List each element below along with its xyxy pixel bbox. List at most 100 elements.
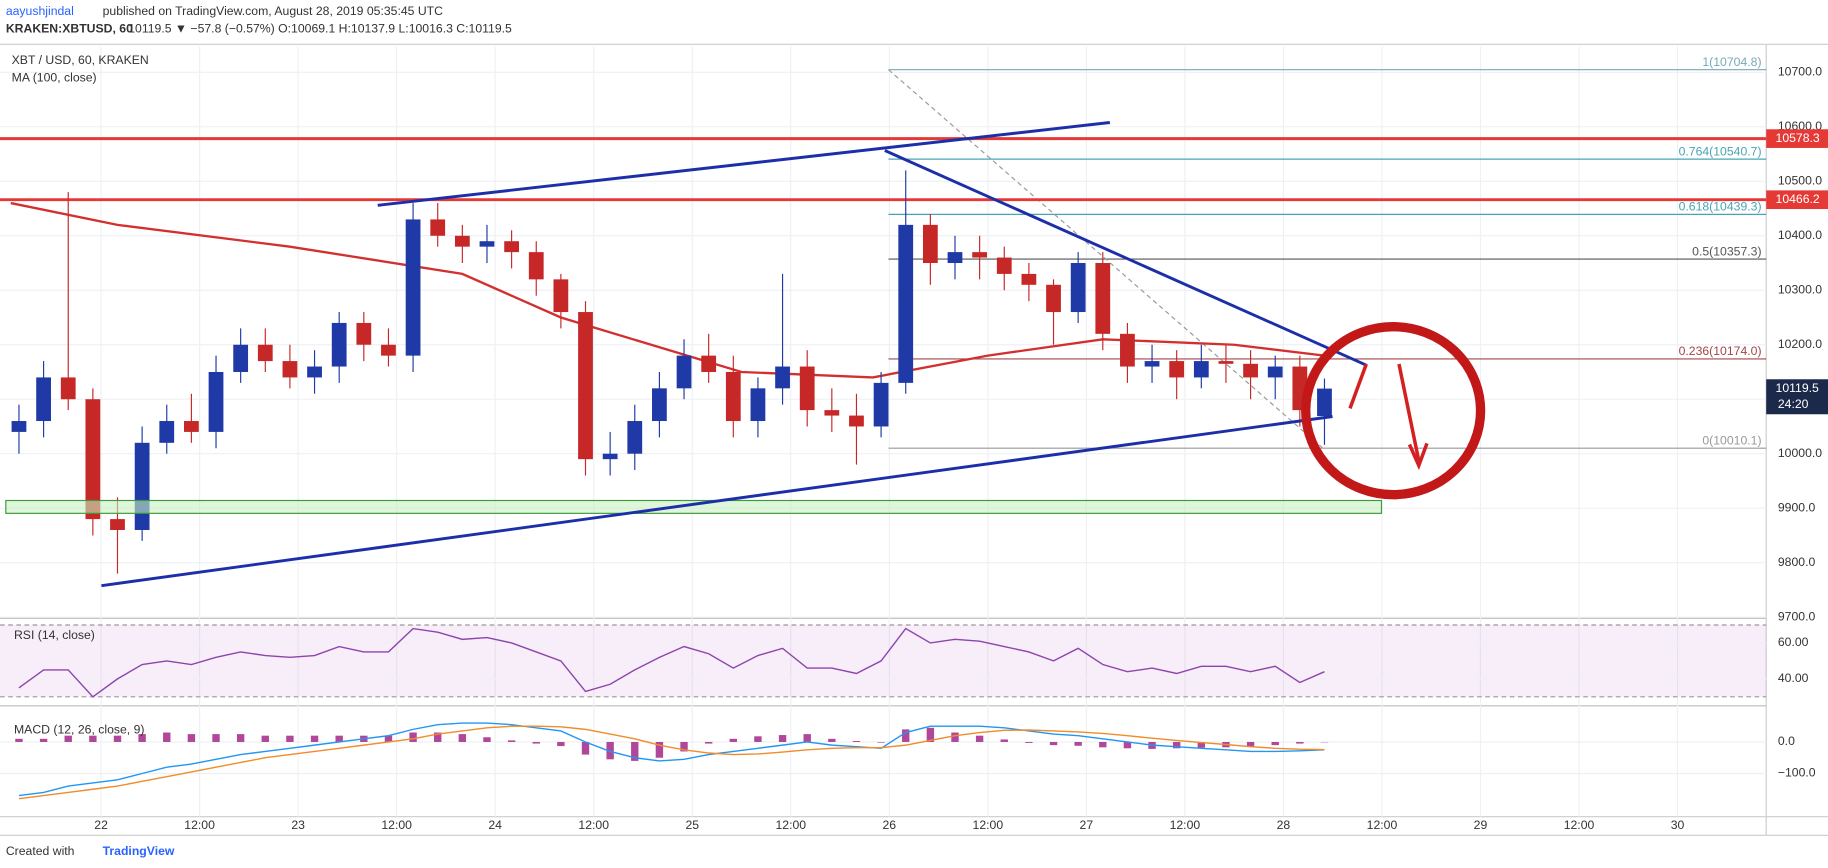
candle-body xyxy=(602,453,618,460)
candle-body xyxy=(11,421,27,432)
macd-histogram xyxy=(434,732,442,742)
x-tick-label: 25 xyxy=(685,818,699,832)
candle-body xyxy=(947,252,963,264)
rsi-band xyxy=(0,624,1767,697)
macd-histogram xyxy=(212,734,220,742)
y-tick-label: 10400.0 xyxy=(1778,228,1822,242)
macd-histogram xyxy=(532,741,540,744)
trendline xyxy=(101,415,1333,588)
macd-histogram xyxy=(828,738,836,742)
chart-title: XBT / USD, 60, KRAKEN xyxy=(12,53,149,67)
x-tick-label: 12:00 xyxy=(1170,818,1201,832)
fib-label: 1(10704.8) xyxy=(1702,55,1761,69)
price-badge xyxy=(1766,190,1828,210)
candle-body xyxy=(1218,361,1234,364)
macd-histogram xyxy=(1296,741,1304,744)
y-tick-label: 10500.0 xyxy=(1778,174,1822,188)
macd-histogram xyxy=(655,741,664,758)
candle-body xyxy=(676,355,692,389)
x-tick-label: 29 xyxy=(1474,818,1488,832)
trendline xyxy=(377,121,1111,207)
footer-brand[interactable]: TradingView xyxy=(103,844,175,858)
candle-body xyxy=(701,355,717,372)
candle-body xyxy=(1193,361,1209,378)
arrow xyxy=(1348,363,1368,409)
candle-body xyxy=(257,344,273,362)
x-tick-label: 12:00 xyxy=(1367,818,1398,832)
x-tick-label: 28 xyxy=(1277,818,1291,832)
macd-histogram xyxy=(1074,741,1082,746)
macd-histogram xyxy=(975,735,984,742)
fib-label: 0.764(10540.7) xyxy=(1679,144,1762,158)
candle-body xyxy=(799,366,815,411)
x-tick-label: 12:00 xyxy=(973,818,1004,832)
candle-body xyxy=(307,366,322,378)
y-tick-label: 10700.0 xyxy=(1778,65,1822,79)
highlight-circle xyxy=(1301,322,1486,500)
price-badge-label: 10578.3 xyxy=(1776,131,1820,145)
macd-histogram xyxy=(1271,741,1279,746)
macd-histogram xyxy=(1049,741,1058,746)
candle-body xyxy=(405,219,421,356)
x-tick-label: 12:00 xyxy=(775,818,806,832)
author[interactable]: aayushjindal xyxy=(6,4,74,18)
candle-body xyxy=(528,252,544,280)
macd-histogram xyxy=(1123,741,1132,749)
candle-body xyxy=(824,410,840,416)
candle-body xyxy=(233,344,249,372)
macd-histogram xyxy=(704,741,713,744)
symbol: KRAKEN:XBTUSD, 60 xyxy=(6,21,133,35)
countdown: 24:20 xyxy=(1778,397,1809,411)
candle-body xyxy=(996,257,1012,274)
macd-histogram xyxy=(877,741,885,743)
arrow xyxy=(1397,363,1421,462)
candle-body xyxy=(898,224,914,383)
candle-body xyxy=(1267,366,1283,378)
last-price-label: 10119.5 xyxy=(1776,381,1819,395)
macd-histogram xyxy=(754,736,762,742)
macd-histogram xyxy=(483,737,491,742)
x-tick-label: 12:00 xyxy=(578,818,609,832)
macd-histogram xyxy=(113,735,122,742)
candle-body xyxy=(430,219,446,236)
candle-body xyxy=(1169,361,1185,378)
y-tick-label: 60.00 xyxy=(1778,635,1809,649)
candle-body xyxy=(652,388,667,422)
macd-histogram xyxy=(1246,741,1255,747)
x-tick-label: 23 xyxy=(291,818,305,832)
indicator-label: MA (100, close) xyxy=(12,70,97,84)
macd-histogram xyxy=(89,735,97,742)
macd-histogram xyxy=(15,738,23,742)
x-tick-label: 22 xyxy=(94,818,108,832)
candle-body xyxy=(553,279,569,313)
candle-body xyxy=(1120,333,1135,367)
published: published on TradingView.com, August 28,… xyxy=(103,4,444,18)
candle-body xyxy=(110,519,125,530)
candle-body xyxy=(627,421,643,454)
last-price-badge xyxy=(1766,379,1828,415)
y-tick-label: 10200.0 xyxy=(1778,337,1822,351)
macd-histogram xyxy=(631,741,639,761)
candle-body xyxy=(479,241,495,247)
fib-diagonal xyxy=(888,69,1324,449)
macd-histogram xyxy=(39,738,48,742)
candle-body xyxy=(1243,363,1258,378)
macd-histogram xyxy=(409,732,417,742)
macd-line xyxy=(18,725,1325,800)
macd-histogram xyxy=(729,738,737,742)
candle-body xyxy=(775,366,790,389)
x-tick-label: 26 xyxy=(883,818,897,832)
macd-histogram xyxy=(557,741,565,747)
x-tick-label: 24 xyxy=(488,818,502,832)
macd-histogram xyxy=(581,741,590,755)
candle-body xyxy=(578,312,593,460)
y-tick-label: 0.0 xyxy=(1778,734,1795,748)
macd-histogram xyxy=(310,735,319,742)
quote: 10119.5 ▼ −57.8 (−0.57%) O:10069.1 H:101… xyxy=(128,21,512,35)
macd-histogram xyxy=(852,741,861,742)
macd-histogram xyxy=(926,727,935,742)
fib-label: 0.5(10357.3) xyxy=(1692,244,1761,258)
candle-body xyxy=(1144,361,1160,367)
